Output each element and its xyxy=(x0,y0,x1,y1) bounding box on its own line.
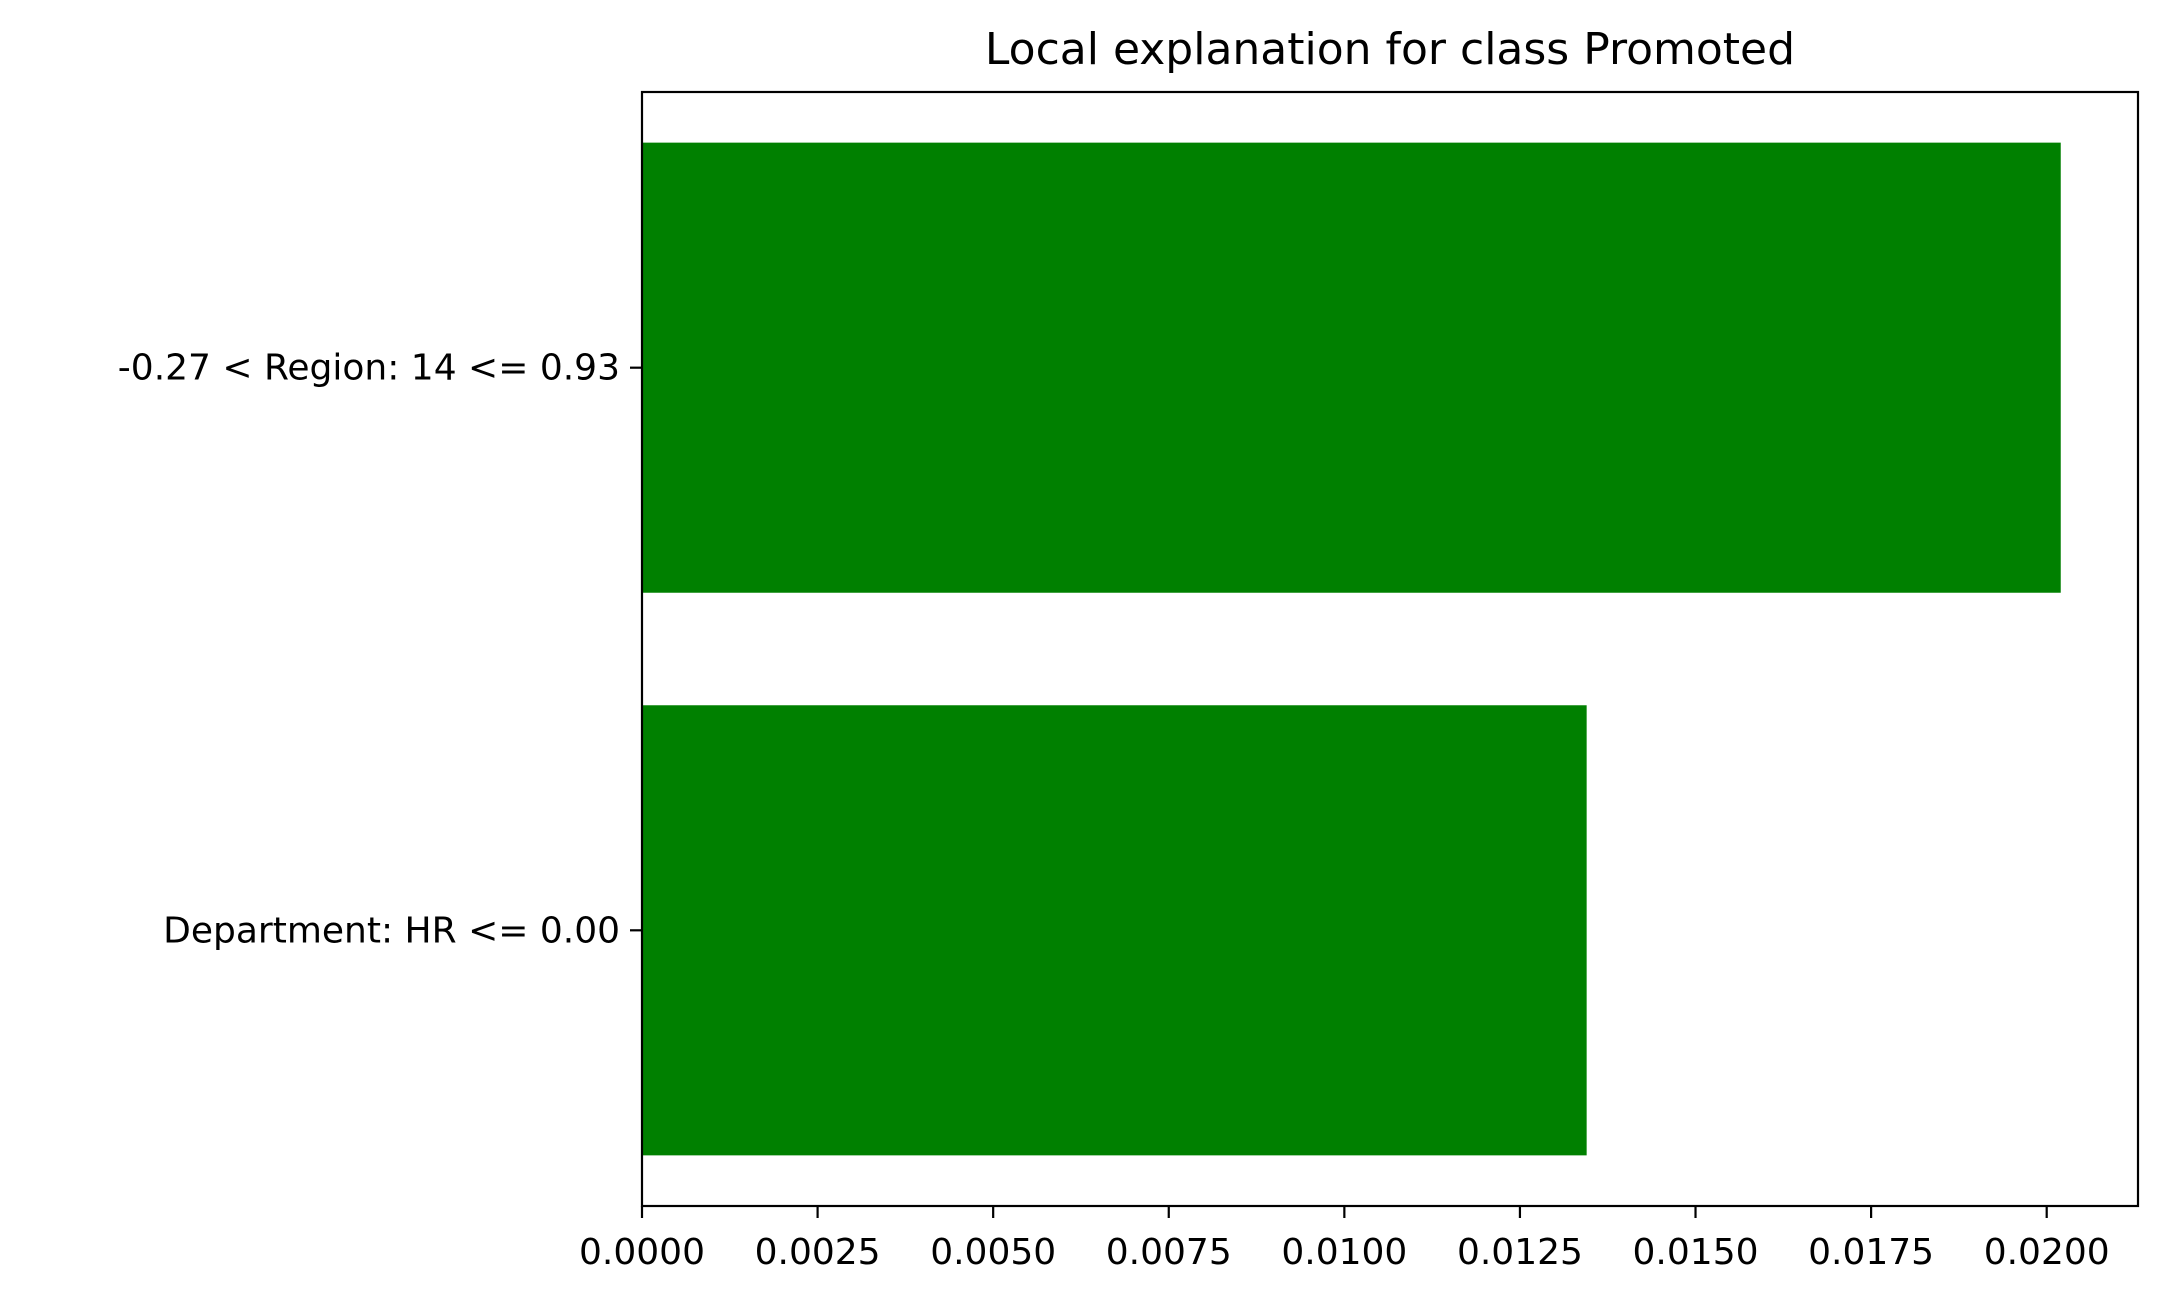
bar-1 xyxy=(642,142,2061,593)
x-axis-ticks: 0.0000 0.0025 0.0050 0.0075 0.0100 0.0125 0.01… xyxy=(579,1206,2110,1273)
y-tick-label-1: -0.27 < Region: 14 <= 0.93 xyxy=(118,348,620,389)
y-tick-label-2: Department: HR <= 0.00 xyxy=(163,910,620,951)
x-tick-label-9: 0.0200 xyxy=(1984,1232,2110,1273)
x-tick-label-8: 0.0175 xyxy=(1808,1232,1934,1273)
plot-frame xyxy=(640,90,2140,1208)
x-tick-label-4: 0.0075 xyxy=(1106,1232,1232,1273)
bars-layer xyxy=(642,142,2061,1156)
x-tick-label-3: 0.0050 xyxy=(930,1232,1056,1273)
y-axis-ticks: -0.27 < Region: 14 <= 0.93 Department: HR… xyxy=(118,348,642,951)
x-tick-label-2: 0.0025 xyxy=(755,1232,881,1273)
x-tick-label-1: 0.0000 xyxy=(579,1232,705,1273)
x-tick-label-5: 0.0100 xyxy=(1281,1232,1407,1273)
x-tick-label-6: 0.0125 xyxy=(1457,1232,1583,1273)
chart-title: Local explanation for class Promoted xyxy=(985,24,1795,75)
x-tick-label-7: 0.0150 xyxy=(1633,1232,1759,1273)
bar-2 xyxy=(642,705,1587,1156)
